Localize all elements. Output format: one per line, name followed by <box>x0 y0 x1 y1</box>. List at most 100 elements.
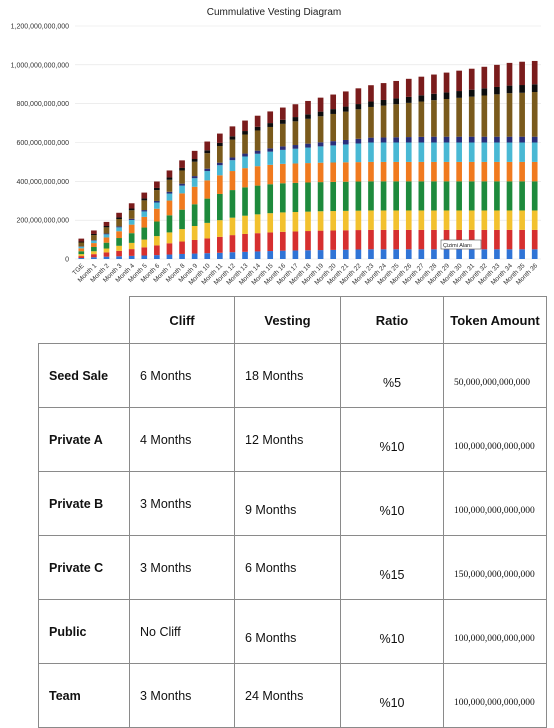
bar-segment-9 <box>406 79 412 97</box>
bar-segment-7 <box>305 119 311 144</box>
bar-segment-3 <box>381 181 387 210</box>
bar-segment-0 <box>204 253 210 259</box>
bar-segment-2 <box>129 243 135 249</box>
bar-segment-8 <box>431 94 437 100</box>
bar-segment-7 <box>78 242 84 246</box>
bar-stack <box>192 151 198 259</box>
bar-segment-5 <box>242 156 248 168</box>
bar-segment-6 <box>255 151 261 154</box>
bar-segment-7 <box>192 162 198 176</box>
bar-segment-5 <box>91 241 97 243</box>
ratio-cell: %10 <box>341 472 444 536</box>
bar-segment-8 <box>154 188 160 190</box>
bar-segment-6 <box>91 240 97 241</box>
bar-segment-9 <box>78 239 84 242</box>
bar-segment-2 <box>381 210 387 229</box>
bar-segment-3 <box>78 251 84 254</box>
bar-segment-7 <box>494 94 500 136</box>
bar-segment-9 <box>343 91 349 106</box>
bar-stack <box>431 75 437 259</box>
bar-segment-1 <box>532 230 538 249</box>
bar-segment-2 <box>507 210 513 229</box>
bar-segment-7 <box>330 114 336 141</box>
bar-segment-3 <box>91 247 97 251</box>
header-cliff: Cliff <box>130 297 235 344</box>
bar-segment-3 <box>267 184 273 213</box>
bar-stack <box>444 73 450 259</box>
bar-segment-6 <box>318 142 324 146</box>
bar-segment-3 <box>469 181 475 210</box>
bar-segment-5 <box>305 148 311 164</box>
row-name: Team <box>39 664 130 728</box>
bar-segment-2 <box>368 210 374 229</box>
bar-segment-9 <box>179 160 185 168</box>
bar-segment-4 <box>280 164 286 183</box>
bar-segment-8 <box>519 85 525 93</box>
bar-segment-1 <box>204 238 210 253</box>
bar-segment-0 <box>393 249 399 259</box>
bar-segment-3 <box>141 228 147 240</box>
bar-segment-3 <box>368 181 374 210</box>
bar-segment-4 <box>129 225 135 234</box>
bar-segment-8 <box>330 109 336 114</box>
bar-segment-8 <box>217 143 223 146</box>
bar-segment-8 <box>419 95 425 101</box>
bar-segment-2 <box>469 210 475 229</box>
bar-segment-6 <box>217 163 223 166</box>
bar-segment-3 <box>242 187 248 215</box>
bar-segment-1 <box>280 232 286 251</box>
bar-segment-7 <box>532 92 538 137</box>
table-row: Private C 3 Months 6 Months %15 150,000,… <box>39 536 547 600</box>
bar-segment-6 <box>204 169 210 171</box>
bar-segment-5 <box>167 194 173 201</box>
bar-segment-1 <box>217 237 223 253</box>
bar-segment-3 <box>129 233 135 243</box>
bar-segment-4 <box>116 231 122 238</box>
bar-segment-7 <box>91 235 97 240</box>
bar-stack <box>255 116 261 259</box>
bar-segment-9 <box>293 104 299 117</box>
bar-segment-2 <box>305 212 311 231</box>
bar-segment-1 <box>293 231 299 250</box>
bar-segment-5 <box>419 143 425 162</box>
bar-segment-9 <box>91 230 97 233</box>
bar-segment-6 <box>481 137 487 143</box>
bar-segment-8 <box>494 87 500 94</box>
bar-segment-1 <box>356 230 362 249</box>
bar-segment-6 <box>179 184 185 186</box>
bar-segment-8 <box>444 92 450 99</box>
bar-segment-7 <box>356 109 362 139</box>
bar-stack <box>494 65 500 259</box>
bar-segment-1 <box>129 249 135 256</box>
bar-segment-2 <box>519 210 525 229</box>
bar-segment-7 <box>255 130 261 150</box>
y-tick-label: 800,000,000,000 <box>16 101 69 108</box>
bar-segment-3 <box>494 181 500 210</box>
header-corner <box>39 297 130 344</box>
bar-segment-0 <box>431 249 437 259</box>
bar-segment-4 <box>267 165 273 184</box>
bar-segment-1 <box>519 230 525 249</box>
header-vesting: Vesting <box>235 297 341 344</box>
bar-segment-1 <box>104 252 110 256</box>
bar-segment-6 <box>393 137 399 142</box>
bar-segment-8 <box>255 127 261 131</box>
row-name: Private B <box>39 472 130 536</box>
bar-segment-4 <box>368 162 374 181</box>
bar-segment-8 <box>393 98 399 104</box>
bar-stack <box>368 85 374 259</box>
bar-segment-9 <box>204 142 210 151</box>
vesting-cell: 12 Months <box>235 408 341 472</box>
bar-segment-6 <box>406 137 412 142</box>
bar-segment-5 <box>104 234 110 237</box>
bar-segment-6 <box>192 176 198 178</box>
bar-segment-0 <box>141 256 147 259</box>
bar-segment-8 <box>507 86 513 94</box>
bar-segment-0 <box>318 250 324 259</box>
bar-segment-7 <box>381 106 387 138</box>
bar-segment-5 <box>154 202 160 208</box>
bar-segment-2 <box>242 216 248 234</box>
bar-segment-0 <box>280 251 286 259</box>
bar-segment-4 <box>393 162 399 181</box>
bar-segment-9 <box>456 71 462 91</box>
